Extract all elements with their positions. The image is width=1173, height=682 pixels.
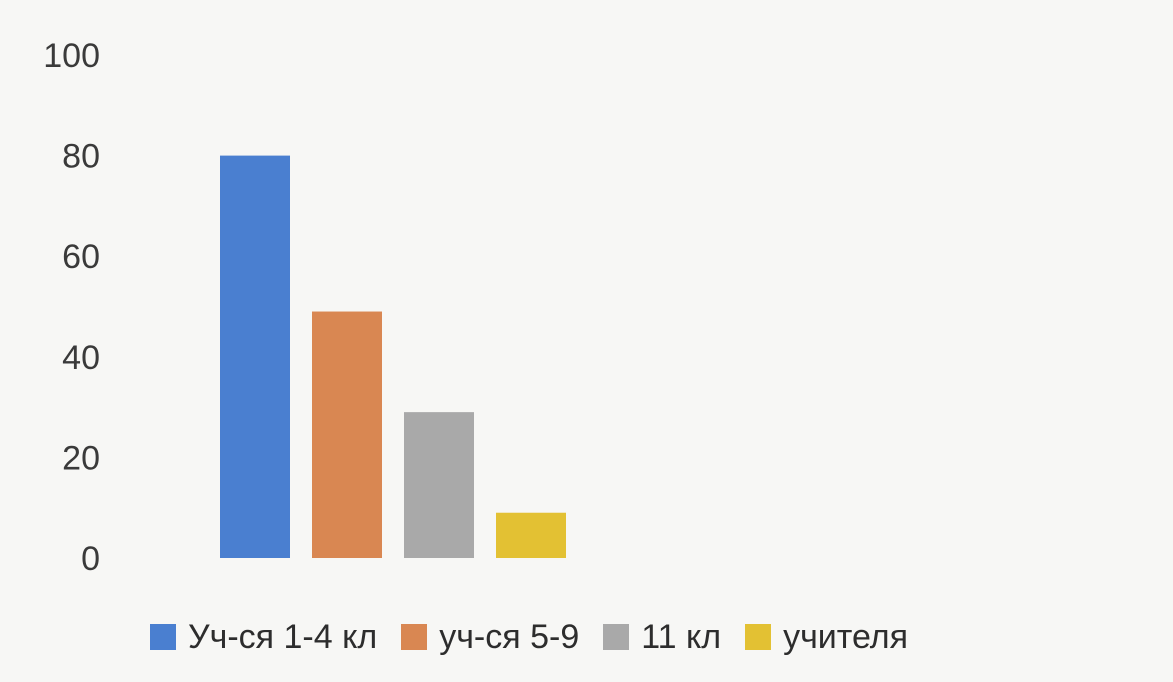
legend-item: Уч-ся 1-4 кл: [150, 618, 377, 657]
legend-label: 11 кл: [641, 617, 722, 656]
legend-item: учителя: [745, 618, 908, 657]
y-tick-label: 60: [62, 238, 100, 276]
legend-label: уч-ся 5-9: [439, 617, 580, 656]
bar-4: [496, 512, 566, 558]
y-tick-label: 100: [43, 37, 100, 75]
legend-label: Уч-ся 1-4 кл: [188, 617, 378, 656]
legend-item: 11 кл: [603, 618, 721, 657]
y-tick-label: 0: [81, 540, 100, 578]
bar-2: [312, 311, 382, 558]
chart-legend: Уч-ся 1-4 кл уч-ся 5-9 11 кл учителя: [150, 612, 908, 662]
y-tick-label: 40: [62, 339, 100, 377]
legend-swatch: [745, 624, 772, 650]
y-tick-label: 20: [62, 439, 100, 477]
legend-swatch: [401, 624, 428, 650]
y-tick-label: 80: [62, 138, 100, 176]
bar-3: [404, 412, 474, 558]
chart-plot: 0 20 40 60 80 100: [43, 37, 566, 578]
legend-swatch: [150, 624, 176, 650]
legend-label: учителя: [783, 617, 909, 656]
legend-item: уч-ся 5-9: [401, 618, 579, 657]
bar-1: [220, 155, 290, 558]
legend-swatch: [603, 624, 630, 650]
